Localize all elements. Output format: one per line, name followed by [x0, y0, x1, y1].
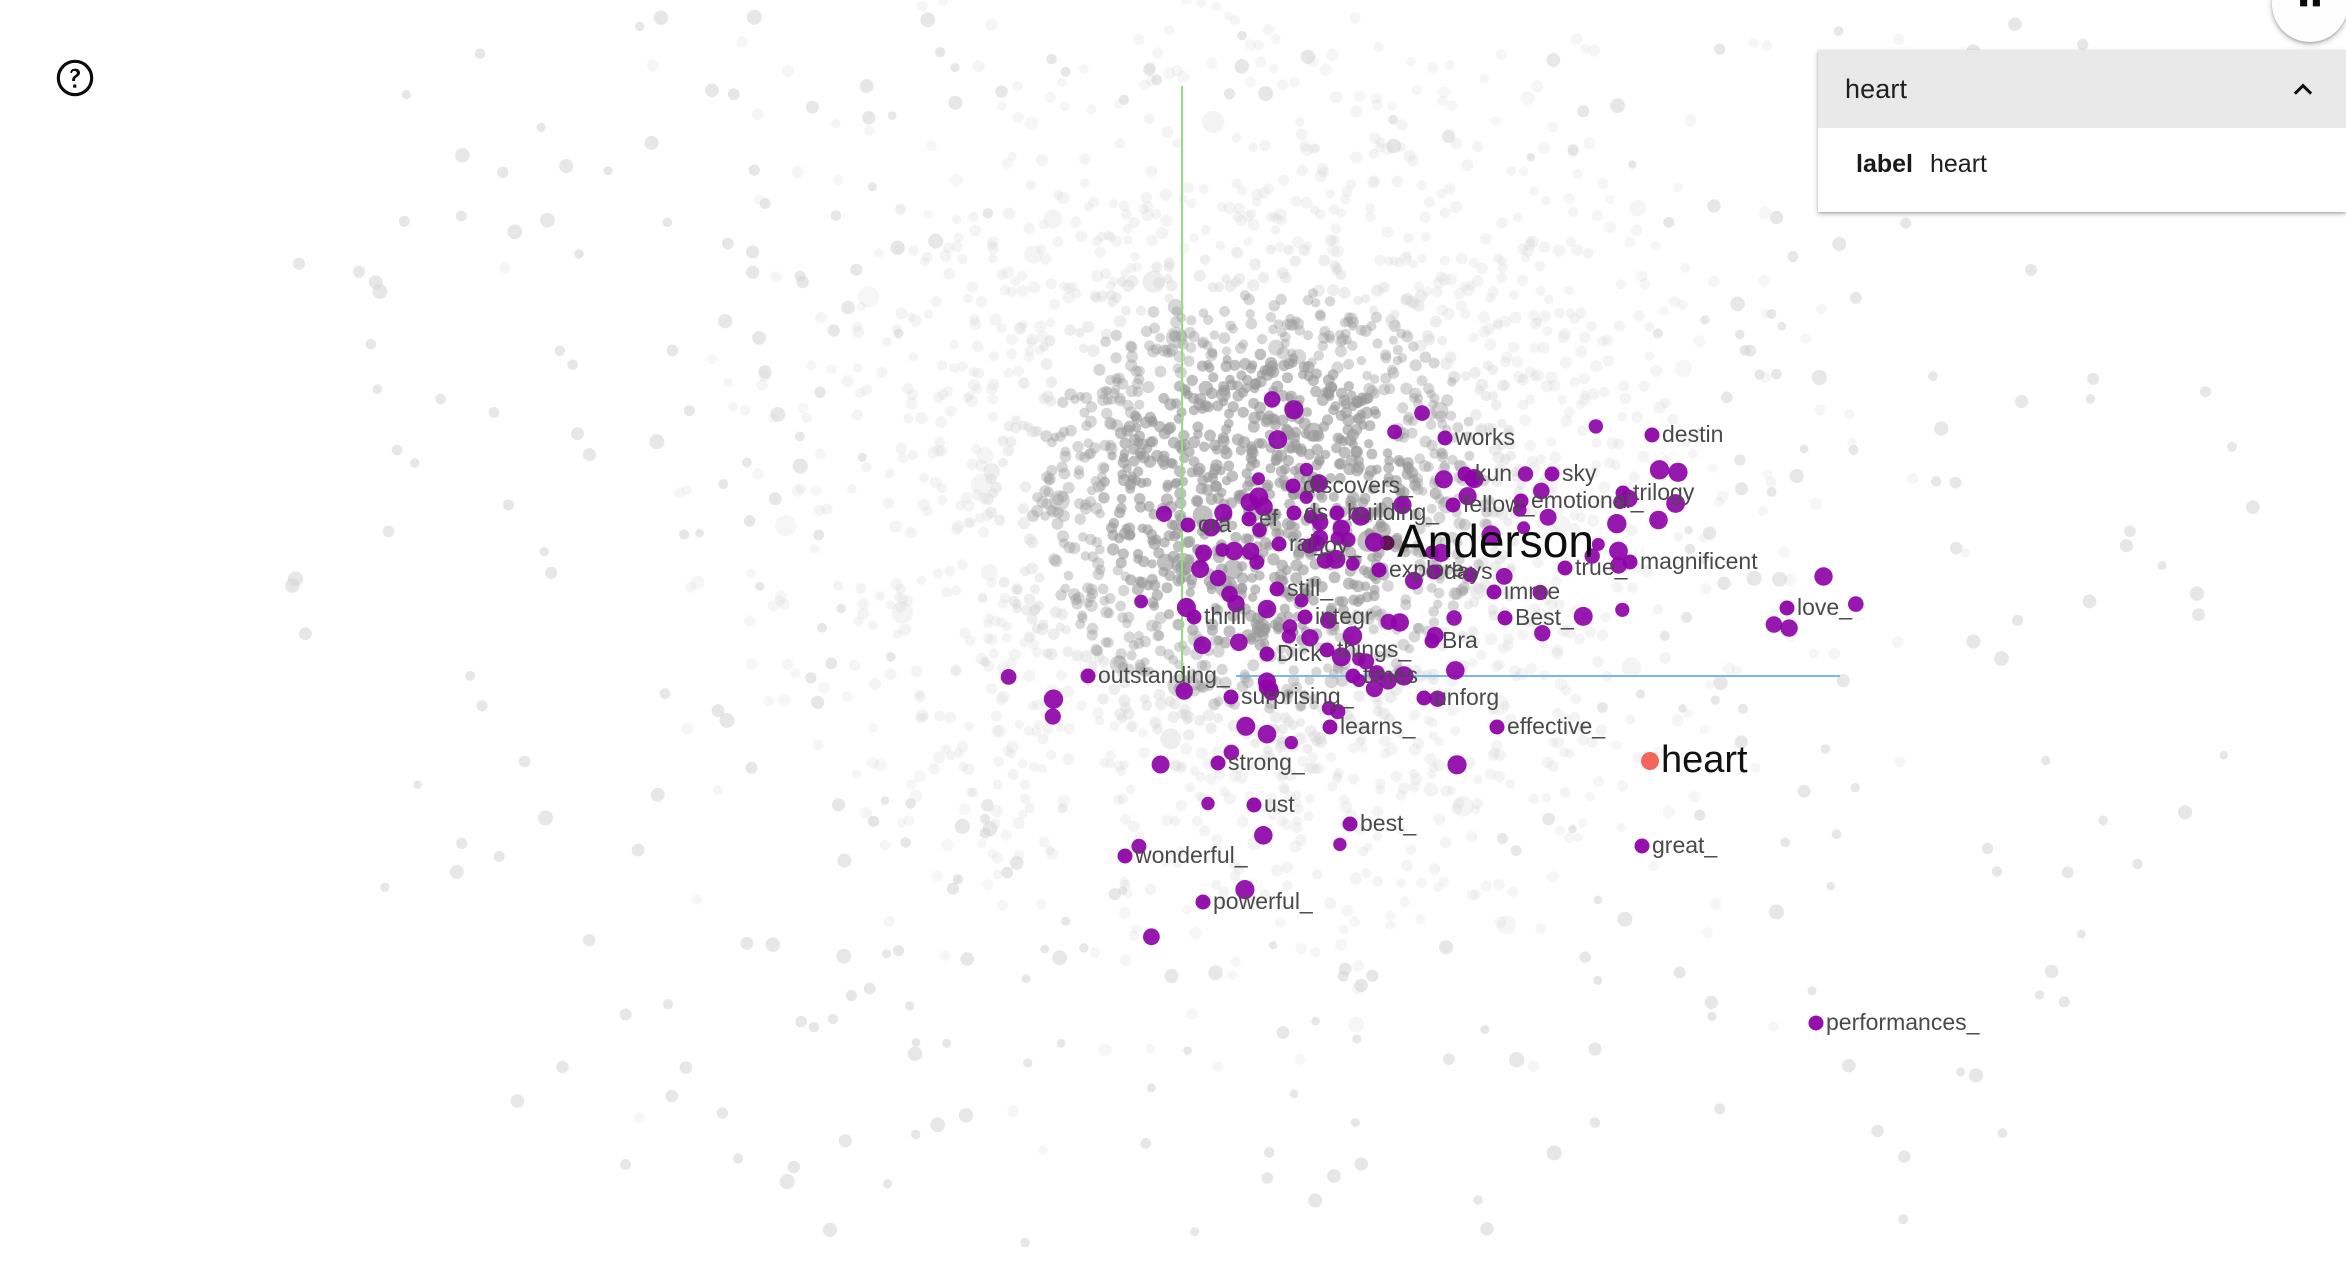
chevron-up-icon[interactable]: [2286, 72, 2320, 106]
svg-text:Anderson: Anderson: [1397, 515, 1594, 567]
metadata-value: heart: [1929, 150, 1987, 178]
svg-text:unforg: unforg: [1434, 684, 1499, 710]
svg-text:love_: love_: [1797, 594, 1853, 620]
help-circle-glyph: [56, 59, 94, 97]
svg-text:learns_: learns_: [1340, 713, 1417, 739]
svg-text:Best_: Best_: [1515, 604, 1575, 630]
svg-text:things_: things_: [1337, 636, 1412, 662]
svg-text:days: days: [1444, 558, 1493, 584]
svg-text:Bra: Bra: [1442, 627, 1478, 653]
svg-text:best_: best_: [1360, 810, 1417, 836]
svg-text:thrill: thrill: [1204, 603, 1246, 629]
background-points-group: [285, 0, 2260, 1248]
metadata-key: label: [1856, 150, 1913, 178]
svg-text:surprising_: surprising_: [1241, 683, 1355, 709]
svg-text:heart: heart: [1661, 739, 1748, 781]
info-card-title: heart: [1845, 73, 1908, 104]
home-icon: [2300, 0, 2320, 7]
svg-text:integr: integr: [1315, 603, 1373, 629]
svg-text:trilogy: trilogy: [1633, 479, 1695, 505]
highlighted-points-group[interactable]: [1000, 391, 1864, 1031]
svg-text:building_: building_: [1347, 499, 1440, 525]
svg-text:true_: true_: [1575, 554, 1629, 580]
svg-text:strong_: strong_: [1228, 749, 1306, 775]
svg-text:kun: kun: [1475, 460, 1512, 486]
svg-text:imme: imme: [1504, 578, 1560, 604]
svg-text:destin: destin: [1662, 421, 1723, 447]
svg-text:works: works: [1454, 424, 1515, 450]
svg-text:effective_: effective_: [1507, 713, 1606, 739]
metadata-row: label heart: [1818, 144, 2346, 186]
info-card-body: label heart: [1818, 128, 2346, 212]
axis-lines-group: [1181, 86, 1840, 684]
svg-text:joy_: joy_: [1318, 532, 1362, 558]
svg-text:Dick: Dick: [1277, 640, 1322, 666]
point-labels-group: works destin kun sky trilogy discovers_emotio…: [1098, 421, 1981, 1035]
svg-text:powerful_: powerful_: [1213, 888, 1314, 914]
svg-text:ef: ef: [1259, 505, 1279, 531]
svg-text:performances_: performances_: [1826, 1009, 1981, 1035]
svg-text:fellow_: fellow_: [1463, 491, 1536, 517]
svg-text:ust: ust: [1264, 791, 1295, 817]
svg-text:explore: explore: [1389, 556, 1464, 582]
svg-text:sky: sky: [1562, 460, 1597, 486]
svg-text:ral_: ral_: [1289, 530, 1329, 556]
svg-text:great_: great_: [1652, 832, 1718, 858]
svg-text:ora: ora: [1198, 511, 1231, 537]
svg-text:outstanding_: outstanding_: [1098, 662, 1231, 688]
svg-text:times: times: [1363, 662, 1418, 688]
svg-text:emotional_: emotional_: [1531, 487, 1645, 513]
help-circle-icon[interactable]: [55, 58, 95, 98]
svg-text:still_: still_: [1287, 575, 1334, 601]
svg-text:magnificent: magnificent: [1640, 548, 1758, 574]
svg-text:wonderful_: wonderful_: [1134, 842, 1249, 868]
svg-text:discovers_: discovers_: [1303, 472, 1414, 498]
info-card-header[interactable]: heart: [1818, 50, 2346, 128]
point-info-card[interactable]: heart label heart: [1818, 50, 2346, 212]
svg-text:ds: ds: [1304, 499, 1328, 525]
